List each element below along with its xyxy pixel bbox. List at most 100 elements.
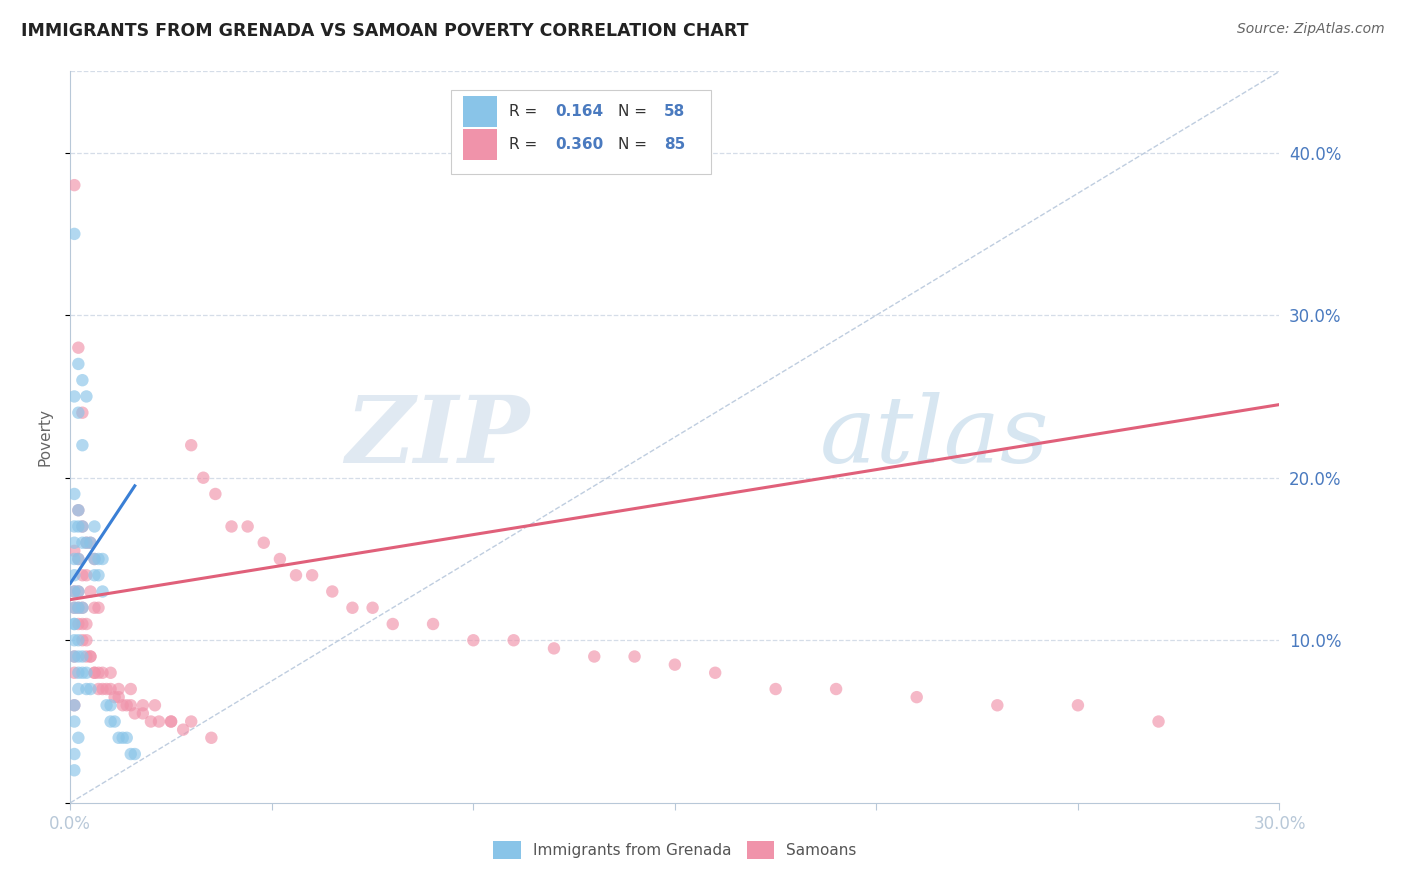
- Point: [72, 600, 94, 615]
- Point: [193, 471, 215, 485]
- Point: [67, 584, 90, 599]
- Point: [583, 649, 606, 664]
- Point: [87, 665, 110, 680]
- Text: atlas: atlas: [820, 392, 1049, 482]
- Point: [67, 600, 90, 615]
- Point: [83, 665, 105, 680]
- Point: [72, 649, 94, 664]
- Point: [91, 584, 114, 599]
- Point: [1067, 698, 1090, 713]
- Text: N =: N =: [619, 104, 652, 120]
- Point: [132, 706, 155, 721]
- Point: [502, 633, 524, 648]
- Point: [200, 731, 222, 745]
- Point: [63, 519, 86, 533]
- Point: [1147, 714, 1170, 729]
- Point: [75, 681, 97, 696]
- Point: [87, 681, 110, 696]
- Point: [100, 714, 122, 729]
- Point: [63, 633, 86, 648]
- Point: [63, 698, 86, 713]
- Point: [124, 747, 146, 761]
- Point: [143, 698, 166, 713]
- Point: [285, 568, 308, 582]
- Point: [83, 600, 105, 615]
- Point: [67, 406, 90, 420]
- Point: [100, 665, 122, 680]
- Point: [381, 617, 404, 632]
- Point: [83, 568, 105, 582]
- Point: [321, 584, 343, 599]
- Point: [139, 714, 162, 729]
- Point: [87, 552, 110, 566]
- Point: [67, 552, 90, 566]
- Text: 85: 85: [664, 137, 685, 152]
- Point: [180, 714, 202, 729]
- Point: [67, 357, 90, 371]
- Point: [104, 714, 127, 729]
- Point: [72, 665, 94, 680]
- Point: [79, 535, 101, 549]
- Point: [72, 600, 94, 615]
- Point: [87, 568, 110, 582]
- Point: [63, 227, 86, 241]
- Point: [704, 665, 727, 680]
- Point: [160, 714, 183, 729]
- Point: [986, 698, 1008, 713]
- Point: [63, 665, 86, 680]
- Text: R =: R =: [509, 104, 543, 120]
- Text: 0.360: 0.360: [555, 137, 603, 152]
- Point: [63, 584, 86, 599]
- Point: [463, 633, 485, 648]
- Point: [79, 649, 101, 664]
- Point: [75, 633, 97, 648]
- Point: [63, 617, 86, 632]
- Point: [63, 487, 86, 501]
- Point: [172, 723, 194, 737]
- Point: [160, 714, 183, 729]
- Point: [72, 617, 94, 632]
- Point: [63, 568, 86, 582]
- Point: [75, 535, 97, 549]
- Point: [905, 690, 928, 705]
- Point: [96, 681, 118, 696]
- Point: [67, 649, 90, 664]
- Point: [79, 535, 101, 549]
- Point: [79, 649, 101, 664]
- Point: [664, 657, 686, 672]
- Point: [67, 600, 90, 615]
- Point: [148, 714, 170, 729]
- Point: [124, 706, 146, 721]
- Point: [63, 764, 86, 778]
- Point: [63, 535, 86, 549]
- Point: [72, 535, 94, 549]
- Point: [79, 584, 101, 599]
- Point: [115, 731, 138, 745]
- Point: [79, 681, 101, 696]
- Point: [825, 681, 848, 696]
- Point: [301, 568, 323, 582]
- Point: [67, 341, 90, 355]
- Point: [111, 731, 134, 745]
- Point: [63, 544, 86, 558]
- Point: [91, 665, 114, 680]
- Point: [107, 731, 129, 745]
- Point: [111, 698, 134, 713]
- Point: [422, 617, 444, 632]
- Point: [75, 389, 97, 403]
- Point: [67, 584, 90, 599]
- Point: [361, 600, 384, 615]
- Point: [91, 552, 114, 566]
- Text: ZIP: ZIP: [346, 392, 530, 482]
- Point: [63, 600, 86, 615]
- Point: [83, 552, 105, 566]
- Point: [100, 681, 122, 696]
- Point: [120, 681, 142, 696]
- Point: [87, 600, 110, 615]
- Point: [63, 600, 86, 615]
- Point: [67, 633, 90, 648]
- Point: [63, 552, 86, 566]
- Point: [67, 665, 90, 680]
- Point: [72, 633, 94, 648]
- Bar: [464, 129, 498, 160]
